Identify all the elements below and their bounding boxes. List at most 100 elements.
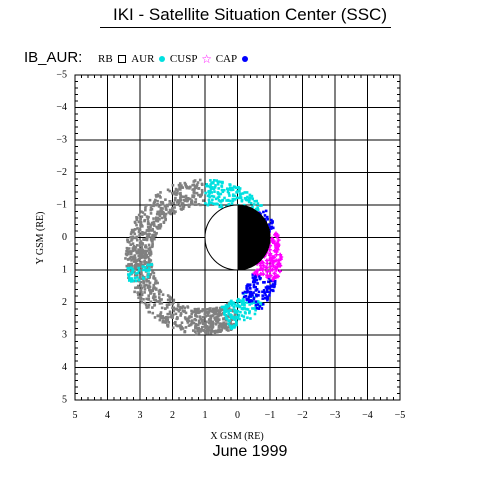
orbit-point xyxy=(168,212,172,215)
orbit-point xyxy=(222,317,225,320)
orbit-point xyxy=(213,332,217,335)
aur-point xyxy=(205,184,208,188)
aur-point xyxy=(229,309,232,312)
orbit-point xyxy=(149,273,153,276)
orbit-point xyxy=(195,184,199,188)
orbit-point xyxy=(208,326,212,329)
aur-point xyxy=(251,307,254,310)
cusp-point xyxy=(267,253,272,258)
orbit-point xyxy=(214,322,218,326)
orbit-point xyxy=(158,217,161,221)
earth-night-side xyxy=(237,205,270,270)
orbit-point xyxy=(143,213,147,216)
aur-point xyxy=(225,317,229,320)
aur-point xyxy=(147,272,150,275)
orbit-point xyxy=(159,196,162,199)
aur-point xyxy=(250,302,253,305)
aur-point xyxy=(251,197,255,201)
orbit-point xyxy=(209,314,212,318)
orbit-point xyxy=(139,240,143,243)
aur-point xyxy=(137,278,141,282)
aur-point xyxy=(229,199,232,203)
orbit-point xyxy=(180,306,184,310)
orbit-point xyxy=(213,329,217,333)
aur-point xyxy=(236,303,240,306)
orbit-point xyxy=(151,242,154,246)
orbit-point xyxy=(145,280,148,283)
orbit-point xyxy=(200,190,204,194)
orbit-point xyxy=(157,296,161,299)
orbit-point xyxy=(191,188,194,191)
orbit-point xyxy=(178,308,181,312)
orbit-point xyxy=(164,319,167,323)
orbit-point xyxy=(184,194,188,198)
orbit-point xyxy=(155,203,158,207)
aur-point xyxy=(228,194,231,197)
aur-point xyxy=(231,188,235,191)
aur-point xyxy=(241,297,245,301)
cap-point xyxy=(254,285,257,289)
cusp-point xyxy=(258,267,263,272)
cap-point xyxy=(254,289,258,292)
orbit-point xyxy=(134,248,137,252)
aur-point xyxy=(207,193,211,197)
orbit-point xyxy=(191,321,194,324)
aur-point xyxy=(230,316,233,319)
aur-point xyxy=(230,304,234,307)
cap-point xyxy=(264,286,268,289)
orbit-point xyxy=(203,325,207,328)
orbit-point xyxy=(137,286,141,289)
aur-point xyxy=(256,300,260,303)
aur-point xyxy=(229,188,233,192)
orbit-point xyxy=(149,229,153,232)
aur-point xyxy=(242,315,246,318)
orbit-point xyxy=(137,220,141,223)
orbit-point xyxy=(140,286,144,290)
orbit-point xyxy=(194,327,197,330)
aur-point xyxy=(141,268,145,272)
orbit-point xyxy=(148,228,151,231)
orbit-point xyxy=(128,257,132,260)
orbit-point xyxy=(204,314,208,318)
orbit-point xyxy=(233,314,237,317)
orbit-point xyxy=(147,260,151,263)
orbit-point xyxy=(168,208,172,212)
aur-point xyxy=(238,299,242,302)
orbit-point xyxy=(159,224,163,228)
aur-point xyxy=(237,196,240,200)
orbit-point xyxy=(171,206,174,210)
orbit-point xyxy=(143,262,147,266)
star-icon: ☆ xyxy=(201,52,212,67)
orbit-point xyxy=(167,321,171,324)
orbit-point xyxy=(141,250,145,253)
cap-point xyxy=(251,294,254,297)
orbit-point xyxy=(164,307,167,310)
orbit-point xyxy=(125,253,129,257)
orbit-point xyxy=(152,202,156,206)
aur-point xyxy=(233,311,237,314)
orbit-point xyxy=(192,310,195,314)
orbit-point xyxy=(152,222,156,226)
orbit-point xyxy=(152,283,156,287)
cusp-point xyxy=(252,271,257,276)
aur-point xyxy=(129,266,133,270)
orbit-point xyxy=(186,319,189,323)
aur-point xyxy=(244,311,247,315)
orbit-point xyxy=(215,306,219,310)
cap-point xyxy=(245,297,249,301)
orbit-point xyxy=(146,228,150,232)
aur-point xyxy=(130,271,134,275)
aur-point xyxy=(208,195,211,199)
orbit-point xyxy=(213,318,217,321)
orbit-point xyxy=(198,328,201,332)
orbit-point xyxy=(158,318,162,322)
orbit-point xyxy=(188,319,191,323)
orbit-point xyxy=(168,303,171,306)
orbit-point xyxy=(168,200,172,203)
aur-point xyxy=(141,265,145,268)
orbit-point xyxy=(135,223,138,227)
y-tick-label: 5 xyxy=(62,394,67,405)
orbit-point xyxy=(176,324,179,328)
aur-point xyxy=(229,314,232,318)
cap-point xyxy=(273,284,276,288)
